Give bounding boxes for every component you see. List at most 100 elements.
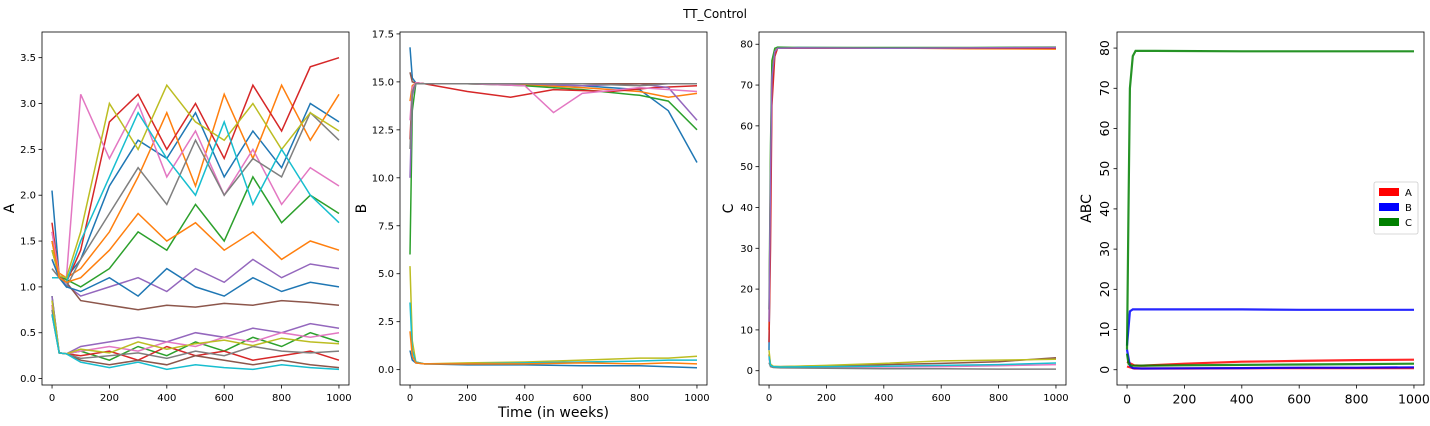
series-line-3 (409, 83, 698, 255)
series-line-12 (51, 212, 340, 284)
series-group (768, 46, 1057, 370)
series-line-1 (409, 47, 698, 163)
series-line-4 (409, 81, 698, 140)
series-line-1 (768, 46, 1057, 351)
series-line-9 (409, 266, 698, 365)
series-group (51, 56, 340, 371)
y-tick-label: 40 (740, 203, 753, 214)
series-line-7 (409, 82, 698, 121)
y-tick-label: 0.0 (20, 374, 36, 385)
series-line-8 (409, 83, 697, 150)
series-group (409, 47, 698, 369)
y-tick-label: 30 (1097, 241, 1112, 257)
series-line-12 (409, 331, 698, 365)
series-line-9 (768, 350, 1057, 368)
y-tick-label: 70 (1097, 80, 1112, 96)
series-line-17 (51, 305, 340, 355)
series-line-5 (768, 46, 1057, 322)
series-line-10 (409, 302, 697, 365)
x-tick-label: 800 (272, 393, 291, 404)
x-tick-label: 1000 (326, 393, 351, 404)
x-tick-label: 400 (515, 393, 534, 404)
y-axis-label: C (721, 203, 737, 213)
y-tick-label: 1.5 (20, 237, 36, 248)
x-tick-label: 0 (407, 393, 413, 404)
y-tick-label: 10 (1097, 322, 1112, 338)
series-line-16 (51, 314, 340, 369)
series-group (1125, 49, 1415, 370)
x-tick-label: 0 (1123, 392, 1131, 407)
y-tick-label: 17.5 (372, 29, 394, 40)
legend-label-C: C (1405, 218, 1412, 229)
x-tick-label: 200 (1172, 392, 1196, 407)
x-tick-label: 800 (630, 393, 649, 404)
y-tick-label: 2.5 (20, 145, 36, 156)
legend-swatch-A (1379, 188, 1399, 196)
y-tick-label: 30 (740, 244, 753, 255)
series-line-15 (51, 296, 340, 355)
y-tick-label: 50 (1097, 161, 1112, 177)
y-tick-label: 15.0 (372, 77, 394, 88)
x-tick-label: 1000 (1398, 392, 1430, 407)
x-tick-label: 800 (1345, 392, 1369, 407)
y-tick-label: 0 (747, 366, 753, 377)
series-line-20 (51, 314, 340, 371)
axes-frame (758, 31, 1067, 386)
x-tick-label: 200 (817, 393, 836, 404)
y-tick-label: 70 (740, 81, 753, 92)
legend-swatch-C (1379, 218, 1399, 226)
y-tick-label: 3.0 (20, 99, 36, 110)
y-tick-label: 2.5 (378, 317, 394, 328)
subplot-2: 0 200 400 600 800 1000 0.0 2.5 5.0 7.5 10.0 12.5 15.… (354, 29, 710, 421)
subplot-3: 0 200 400 600 800 1000 0 10 20 30 40 50 60 70 80 C (721, 31, 1069, 404)
y-tick-label: 20 (1097, 281, 1112, 297)
series-line-3 (768, 46, 1057, 310)
y-tick-label: 1.0 (20, 282, 36, 293)
x-tick-label: 600 (215, 393, 234, 404)
series-line-6 (1125, 353, 1415, 367)
x-tick-label: 600 (573, 393, 592, 404)
series-line-3 (51, 175, 340, 288)
y-tick-label: 60 (1097, 120, 1112, 136)
x-tick-label: 0 (766, 393, 772, 404)
y-tick-label: 10 (740, 325, 753, 336)
legend-swatch-B (1379, 203, 1399, 211)
legend-label-A: A (1405, 188, 1412, 199)
y-axis-label: ABC (1079, 194, 1095, 223)
axes-frame (1116, 31, 1425, 386)
y-tick-label: 80 (1097, 40, 1112, 56)
y-tick-label: 3.5 (20, 53, 36, 64)
x-tick-label: 200 (100, 393, 119, 404)
series-line-2 (768, 47, 1057, 330)
y-tick-label: 20 (740, 285, 753, 296)
y-tick-label: 0.5 (20, 328, 36, 339)
legend-label-B: B (1405, 203, 1412, 214)
y-tick-label: 80 (740, 40, 753, 51)
y-axis-label: A (2, 203, 18, 213)
y-tick-label: 12.5 (372, 125, 394, 136)
series-line-10 (768, 356, 1057, 368)
x-tick-label: 400 (1230, 392, 1254, 407)
y-tick-label: 5.0 (378, 269, 394, 280)
x-tick-label: 400 (157, 393, 176, 404)
subplots: 0 200 400 600 800 10000.00.51.01.52.02.53.03.… (2, 29, 1430, 421)
y-tick-label: 2.0 (20, 191, 36, 202)
series-line-5 (51, 258, 340, 297)
x-tick-label: 1000 (1043, 393, 1068, 404)
series-line-11 (51, 259, 340, 298)
series-line-6 (409, 72, 697, 85)
figure-suptitle: TT_Control (682, 7, 747, 21)
series-line-5 (1125, 49, 1414, 350)
series-line-3 (1125, 308, 1414, 346)
x-tick-label: 1000 (684, 393, 709, 404)
x-tick-label: 400 (874, 393, 893, 404)
x-tick-label: 800 (989, 393, 1008, 404)
series-line-10 (52, 111, 340, 284)
y-tick-label: 50 (740, 162, 753, 173)
x-tick-label: 600 (1287, 392, 1311, 407)
x-axis-label: Time (in weeks) (497, 405, 609, 421)
series-line-4 (768, 47, 1056, 343)
series-line-11 (409, 350, 698, 369)
y-tick-label: 7.5 (378, 221, 394, 232)
